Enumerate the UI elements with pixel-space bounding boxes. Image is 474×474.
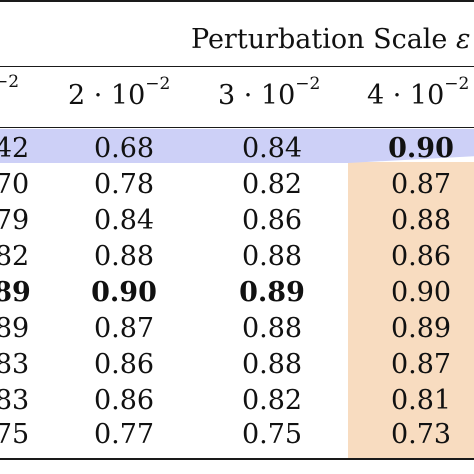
bottom-rule [0, 458, 474, 460]
table-cell-partial: 83 [0, 385, 30, 416]
table-cell: 0.82 [241, 385, 303, 416]
table-cell: 0.88 [241, 313, 303, 344]
table-cell: 0.77 [93, 419, 155, 450]
table-cell: 0.87 [390, 349, 452, 380]
top-rule [0, 0, 474, 2]
table-cell: 0.89 [390, 313, 452, 344]
table-cell: 0.84 [241, 133, 303, 164]
table-cell: 0.78 [93, 169, 155, 200]
table-cell-partial: 83 [0, 349, 30, 380]
table-cell: 0.86 [93, 349, 155, 380]
table-cell: 0.75 [241, 419, 303, 450]
table-cell: 0.82 [241, 169, 303, 200]
epsilon-symbol: ε [456, 24, 471, 55]
table-cell: 0.68 [93, 133, 155, 164]
table-cell: 0.87 [93, 313, 155, 344]
table-cell: 0.90 [390, 277, 452, 308]
column-header-0: −2 [0, 74, 19, 112]
table-cell: 0.88 [93, 241, 155, 272]
table-cell: 0.90 [91, 277, 157, 308]
table-cell: 0.84 [93, 205, 155, 236]
table-cell-partial: 82 [0, 241, 30, 272]
group-header: Perturbation Scale ε [191, 22, 471, 58]
table-cell: 0.73 [390, 419, 452, 450]
table-cell-partial: 42 [0, 133, 30, 164]
table-cell: 0.89 [239, 277, 305, 308]
table-cell: 0.88 [241, 349, 303, 380]
table-cell: 0.90 [388, 133, 454, 164]
table-cell: 0.81 [390, 385, 452, 416]
table-cell: 0.88 [241, 241, 303, 272]
table-cell: 0.88 [390, 205, 452, 236]
column-header-1: 2 · 10−2 [68, 74, 171, 112]
header-rule [0, 127, 474, 128]
group-label: Perturbation Scale [191, 24, 448, 55]
highlight-row [0, 129, 474, 163]
table-cell: 0.86 [390, 241, 452, 272]
table-cell-partial: 70 [0, 169, 30, 200]
table-cell: 0.86 [241, 205, 303, 236]
column-header-2: 3 · 10−2 [218, 74, 321, 112]
table-cell-partial: 89 [0, 313, 30, 344]
table-cell-partial: 75 [0, 419, 30, 450]
column-header-3: 4 · 10−2 [367, 74, 470, 112]
column-header-0-exp: −2 [0, 72, 20, 92]
group-rule [0, 66, 474, 67]
table-cell-partial: 89 [0, 277, 31, 308]
table-cell: 0.87 [390, 169, 452, 200]
table-cell-partial: 79 [0, 205, 30, 236]
table-cell: 0.86 [93, 385, 155, 416]
highlight-column [348, 162, 474, 460]
